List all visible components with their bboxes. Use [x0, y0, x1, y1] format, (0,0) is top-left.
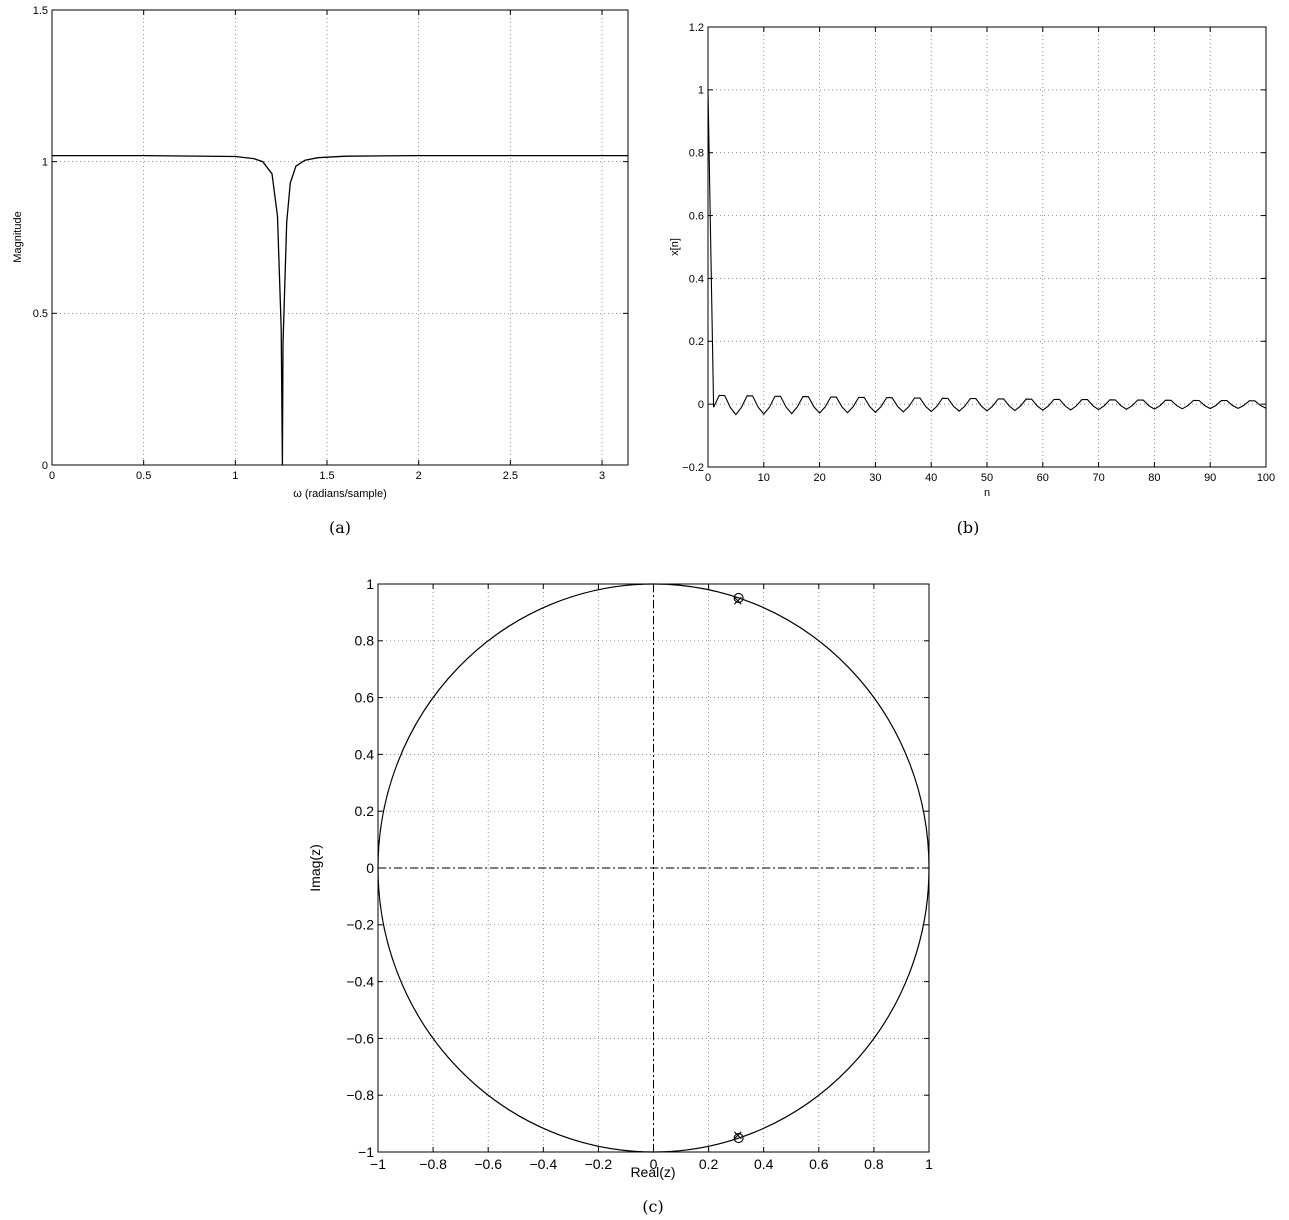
panel-c-xtick-label-1: −0.8 — [419, 1156, 447, 1172]
panel-b-xtick-label-8: 80 — [1148, 472, 1160, 484]
panel-b-ticks: 0 10 20 30 40 50 60 70 80 90 100−0.200.20.40.60.81… — [682, 22, 1275, 484]
panel-b-xtick-label-10: 100 — [1257, 472, 1275, 484]
panel-c-xtick-label-0: −1 — [370, 1156, 386, 1172]
panel-c-ytick-label-7: 0.4 — [355, 746, 375, 762]
panel-c-xtick-label-8: 0.6 — [809, 1156, 829, 1172]
panel-b-signal-line — [707, 89, 1267, 416]
panel-c-ytick-label-2: −0.6 — [346, 1030, 374, 1046]
panel-b-xtick-label-0: 0 — [705, 472, 711, 484]
panel-c-xlabel: Real(z) — [630, 1164, 675, 1180]
panel-c-zero-marker-1 — [733, 1133, 744, 1144]
panel-a-ylabel: Magnitude — [12, 211, 24, 262]
panel-c-xtick-label-6: 0.2 — [699, 1156, 719, 1172]
panel-c-xtick-label-9: 0.8 — [864, 1156, 884, 1172]
panel-c-ytick-label-10: 1 — [366, 576, 374, 592]
panel-c-ytick-label-5: 0 — [366, 860, 374, 876]
panel-b-xtick-label-5: 50 — [981, 472, 993, 484]
panel-b-ytick-label-0: −0.2 — [682, 462, 704, 474]
panel-c-pole-marker-1 — [733, 1131, 742, 1140]
panel-b-xtick-label-7: 70 — [1092, 472, 1104, 484]
panel-c-ticks: −1 −0.8 −0.6 −0.4 −0.2 0 0.2 0.4 0.6 0.8 1 −1 −0.8 −0… — [346, 576, 933, 1172]
panel-a-xtick-label-5: 2.5 — [503, 470, 518, 482]
panel-c-ylabel: Imag(z) — [307, 844, 323, 891]
panel-a-magnitude-plot: 0 0.5 1 1.5 2 2.5 3 0 0.5 1 1.5 ω (radians/sample)… — [12, 5, 629, 537]
panel-c-xtick-label-3: −0.4 — [529, 1156, 557, 1172]
panel-b-signal-plot: 0 10 20 30 40 50 60 70 80 90 100−0.200.20.40.60.81… — [669, 22, 1275, 537]
panel-a-ytick-label-1: 0.5 — [33, 308, 48, 320]
panel-c-zero-marker-0 — [733, 592, 744, 603]
panel-c-ytick-label-1: −0.8 — [346, 1087, 374, 1103]
panel-b-ytick-label-6: 1 — [698, 85, 704, 97]
panel-a-ytick-label-0: 0 — [42, 460, 48, 472]
panel-c-caption: (c) — [642, 1197, 663, 1216]
panel-c-ytick-label-8: 0.6 — [355, 690, 375, 706]
panel-b-xtick-label-2: 20 — [813, 472, 825, 484]
panel-b-ytick-label-5: 0.8 — [689, 148, 704, 160]
panel-c-ytick-label-0: −1 — [358, 1144, 374, 1160]
panel-b-xtick-label-1: 10 — [758, 472, 770, 484]
panel-b-ylabel: x[n] — [669, 238, 681, 256]
panel-b-xtick-label-4: 40 — [925, 472, 937, 484]
panel-c-xtick-label-10: 1 — [925, 1156, 933, 1172]
panel-c-pole-zero-plot: −1 −0.8 −0.6 −0.4 −0.2 0 0.2 0.4 0.6 0.8 1 −1 −0.8 −0… — [307, 576, 933, 1216]
panel-a-xtick-label-1: 0.5 — [136, 470, 151, 482]
panel-b-ytick-label-7: 1.2 — [689, 22, 704, 34]
panel-c-xtick-label-5: 0 — [650, 1156, 658, 1172]
panel-b-ytick-label-2: 0.2 — [689, 336, 704, 348]
panel-a-xtick-label-6: 3 — [599, 470, 605, 482]
panel-a-xtick-label-4: 2 — [416, 470, 422, 482]
panel-a-caption: (a) — [329, 518, 351, 537]
panel-c-xtick-label-4: −0.2 — [585, 1156, 613, 1172]
panel-c-ytick-label-9: 0.8 — [355, 633, 375, 649]
panel-b-ytick-label-4: 0.6 — [689, 210, 704, 222]
panel-c-xtick-label-7: 0.4 — [754, 1156, 774, 1172]
panel-a-grid — [52, 10, 628, 465]
panel-c-pole-marker-0 — [733, 596, 742, 605]
panel-a-ytick-label-2: 1 — [42, 157, 48, 169]
panel-b-xtick-label-6: 60 — [1037, 472, 1049, 484]
panel-b-ytick-label-1: 0 — [698, 399, 704, 411]
panel-b-caption: (b) — [957, 518, 980, 537]
panel-a-magnitude-line — [52, 154, 628, 466]
panel-b-ytick-label-3: 0.4 — [689, 273, 704, 285]
panel-b-xtick-label-9: 90 — [1204, 472, 1216, 484]
panel-b-xlabel: n — [984, 487, 990, 499]
panel-a-ytick-label-3: 1.5 — [33, 5, 48, 17]
panel-a-xlabel: ω (radians/sample) — [293, 488, 387, 500]
panel-a-xtick-label-2: 1 — [232, 470, 238, 482]
panel-b-xtick-label-3: 30 — [869, 472, 881, 484]
panel-a-xtick-label-0: 0 — [49, 470, 55, 482]
panel-a-axes-frame — [51, 9, 629, 466]
panel-c-ytick-label-6: 0.2 — [355, 803, 375, 819]
panel-c-xtick-label-2: −0.6 — [474, 1156, 502, 1172]
panel-a-xtick-label-3: 1.5 — [319, 470, 334, 482]
panel-b-grid — [708, 27, 1266, 467]
panel-c-markers — [733, 592, 744, 1144]
panel-a-ticks: 0 0.5 1 1.5 2 2.5 3 0 0.5 1 1.5 — [33, 5, 628, 482]
panel-c-ytick-label-4: −0.2 — [346, 917, 374, 933]
panel-c-ytick-label-3: −0.4 — [346, 974, 374, 990]
